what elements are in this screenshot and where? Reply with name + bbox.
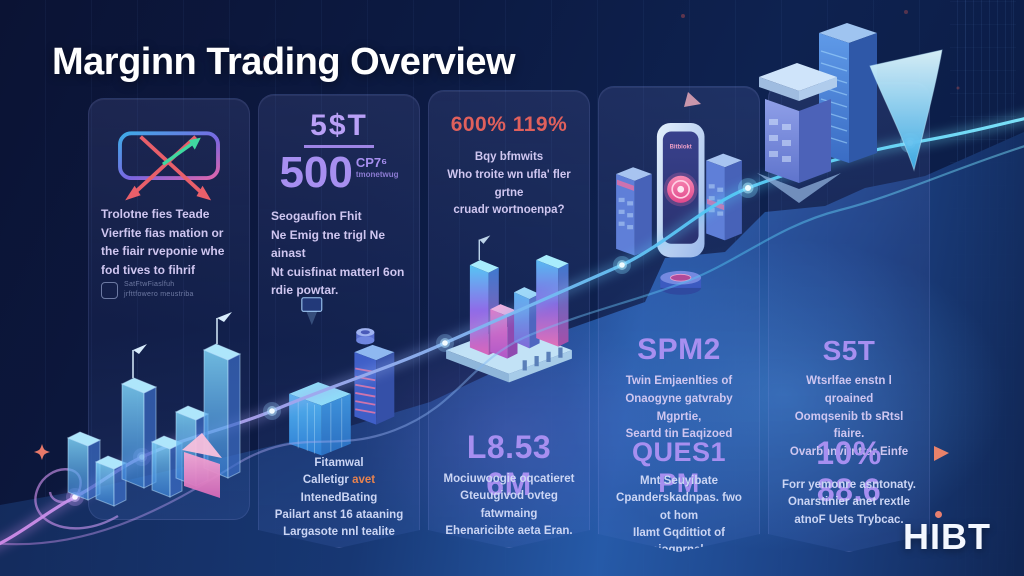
highlighted-word: avet xyxy=(352,474,376,487)
brand-logo-dot-icon xyxy=(935,511,942,518)
panel2-text-line: Ne Emig tne trigl Ne ainast xyxy=(271,227,386,261)
circuit-lines-right xyxy=(950,0,1016,576)
stat-500-sup: CP7⁶ xyxy=(355,155,388,170)
panel4-footer-line: Ilamt Gqdittiot of oiogprnek xyxy=(633,526,725,556)
panel-percentages: 600% 119% Bqy bfmwits Who troite wn ufla… xyxy=(428,90,590,548)
panel3-footer-line: Mociuwoogie oqcatieret xyxy=(443,473,575,485)
panel-intro: Trolotne fies Teade Vierfite fias mation… xyxy=(88,98,250,520)
phone-screen-label: Bitblokt xyxy=(670,145,692,151)
towers-illustration xyxy=(271,283,407,463)
panel2-footer-line: Fitamwal xyxy=(314,457,364,469)
panel-s5t: S5T Wtsrlfae enstn l qroained Oomqsenib … xyxy=(768,82,930,552)
panel2-footer-line: Pailart anst 16 ataaning xyxy=(274,508,404,521)
crossed-arrows-icon xyxy=(118,131,220,201)
stat-500-note: tmonetwug xyxy=(355,170,399,179)
panel3-footer-line: Gteuugivod ovteg fatwmaing xyxy=(460,490,558,520)
stat-spm2: SPM2 xyxy=(637,333,721,366)
page-title: Marginn Trading Overview xyxy=(52,41,516,84)
footnote-line: jrfttfowero meustriba xyxy=(124,291,194,299)
panel-5t: 5$T 500 CP7⁶ tmonetwug Seogaufion Fhit N… xyxy=(258,94,420,548)
panel4-footer-line: Cpanderskadnpas. fwo ot hom xyxy=(616,492,742,522)
panel-spm2: Bitblokt SPM2 Twin Emjaenlties of Onaogy… xyxy=(598,86,760,552)
panel4-text-line: Onaogyne gatvraby Mgprtie, xyxy=(625,392,733,423)
star-sparkle-icon xyxy=(34,444,50,460)
intro-text-line: the fiair rveponie whe xyxy=(101,244,225,259)
bar-chart-illustration xyxy=(441,203,577,413)
intro-text-line: fod tives to fihrif xyxy=(101,262,195,277)
intro-text-line: Trolotne fies Teade xyxy=(101,207,210,221)
panel2-footer-line: Calletigr avet IntenedBating xyxy=(300,474,378,504)
headline-5t: 5$T xyxy=(304,109,374,148)
brand-logo-text: HIBT xyxy=(903,516,991,557)
panel4-text-line: Twin Emjaenlties of xyxy=(625,375,733,387)
right-arrow-sparkle-icon xyxy=(934,446,949,461)
phone-illustration: Bitblokt xyxy=(611,95,747,327)
panel2-text-line: Nt cuisfinat matterl 6on xyxy=(271,264,405,279)
panel3-text-line: Bqy bfmwits xyxy=(474,151,544,163)
panel5-footer-line: Onarstinier anet rextle xyxy=(787,496,911,509)
panel2-text-line: Seogaufion Fhit xyxy=(271,209,362,223)
panel5-footer-line: Forr yemonre asntonaty. xyxy=(782,479,916,491)
panel3-text-line: Who troite wn ufla' fler grtne xyxy=(447,168,571,199)
stat-s5t: S5T xyxy=(822,335,876,366)
note-icon xyxy=(101,281,118,299)
panel4-footer-line: Mnt Seuyibate xyxy=(640,475,718,487)
panel5-text-line: Wtsrlfae enstn l qroained xyxy=(806,375,892,405)
panel3-footer-line: Ehenaricibte aeta Eran. xyxy=(445,524,573,537)
footnote-line: SatFtwFiaslfuh xyxy=(124,281,175,288)
stat-percentages: 600% 119% xyxy=(450,113,568,136)
brand-logo: HIBT xyxy=(903,511,991,558)
stat-500: 500 xyxy=(279,148,353,197)
panel2-footer-line: Largasote nnl tealite xyxy=(283,526,395,538)
panel5-footer-line: atnoF Uets Trybcac. xyxy=(794,513,904,526)
intro-text-line: Vierfite fias mation or xyxy=(101,225,224,240)
